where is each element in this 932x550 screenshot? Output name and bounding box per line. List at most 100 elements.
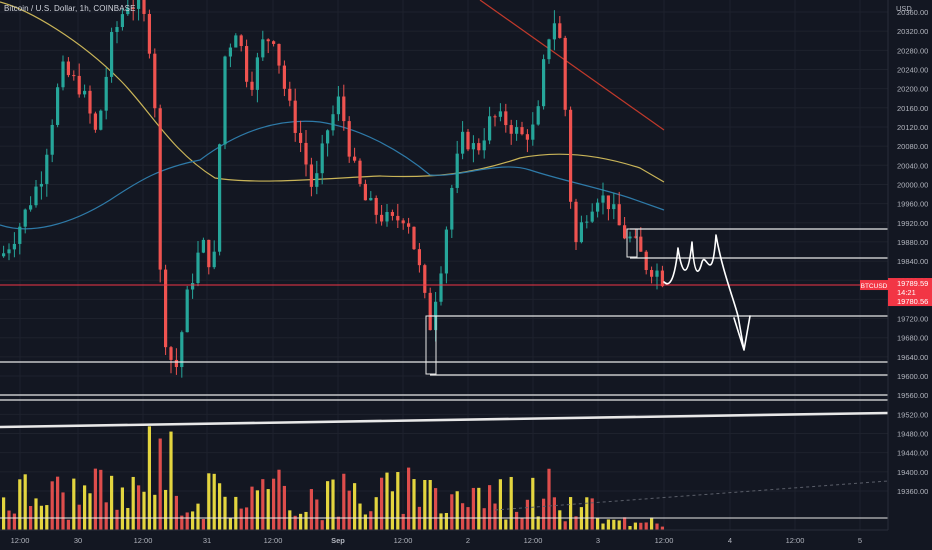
volume-bar xyxy=(207,473,211,530)
candle-body xyxy=(250,81,254,90)
volume-bar xyxy=(353,483,357,530)
volume-bar xyxy=(504,519,508,530)
grid-lines xyxy=(0,0,888,530)
candle-body xyxy=(342,96,346,122)
candle-body xyxy=(299,132,303,143)
candle-body xyxy=(536,106,540,125)
candle-body xyxy=(29,205,33,210)
volume-bar xyxy=(142,491,146,530)
candle-body xyxy=(66,61,70,76)
candle-body xyxy=(50,124,54,155)
volume-bar xyxy=(255,490,259,530)
volume-bar xyxy=(180,515,184,530)
candle-body xyxy=(353,156,357,161)
candle-body xyxy=(444,229,448,274)
candle-body xyxy=(569,109,573,202)
candle-body xyxy=(471,143,475,150)
y-tick-label: 19920.00 xyxy=(897,219,928,228)
volume-bar xyxy=(585,497,589,530)
candle-body xyxy=(7,249,11,254)
candlesticks xyxy=(2,0,664,378)
volume-bar xyxy=(347,490,351,530)
candle-body xyxy=(234,35,238,48)
candle-body xyxy=(93,113,97,130)
candle-body xyxy=(455,153,459,188)
x-tick-label: Sep xyxy=(331,536,345,545)
candle-body xyxy=(77,75,81,95)
candle-body xyxy=(131,7,135,9)
volume-bar xyxy=(660,526,664,530)
moving-averages xyxy=(0,0,665,230)
volume-bar xyxy=(115,509,119,530)
volume-bar xyxy=(131,476,135,530)
candle-body xyxy=(115,27,119,33)
volume-bar xyxy=(633,522,637,530)
volume-bar xyxy=(23,474,27,530)
volume-bar xyxy=(606,519,610,530)
volume-bar xyxy=(466,507,470,530)
volume-bar xyxy=(164,489,168,530)
ma-fast-line xyxy=(0,120,665,230)
volume-bar xyxy=(482,508,486,530)
candle-body xyxy=(482,140,486,151)
x-tick-label: 12:00 xyxy=(394,536,413,545)
volume-bar xyxy=(461,503,465,530)
volume-bar xyxy=(531,477,535,530)
range-box xyxy=(626,228,638,258)
volume-bar xyxy=(66,519,70,530)
volume-bar xyxy=(331,479,335,530)
x-tick-label: 12:00 xyxy=(11,536,30,545)
candle-body xyxy=(644,251,648,271)
candle-body xyxy=(639,236,643,252)
candle-body xyxy=(272,41,276,44)
range-box xyxy=(425,315,437,375)
candle-body xyxy=(12,243,16,250)
currency-label: USD xyxy=(896,4,912,13)
volume-bar xyxy=(612,519,616,530)
volume-bar xyxy=(455,491,459,530)
volume-bar xyxy=(293,515,297,530)
volume-bar xyxy=(390,491,394,530)
volume-bar xyxy=(363,514,367,530)
volume-bar xyxy=(93,468,97,530)
candle-body xyxy=(579,222,583,243)
volume-bar xyxy=(50,481,54,530)
candle-body xyxy=(660,270,664,287)
x-tick-label: 12:00 xyxy=(524,536,543,545)
volume-bar xyxy=(525,499,529,530)
y-tick-label: 19360.00 xyxy=(897,487,928,496)
volume-bar xyxy=(520,517,524,530)
candle-body xyxy=(407,223,411,227)
x-tick-label: 12:00 xyxy=(655,536,674,545)
volume-bar xyxy=(515,511,519,530)
candle-body xyxy=(282,65,286,89)
candle-body xyxy=(574,201,578,243)
candle-body xyxy=(2,253,6,257)
last-price-tag xyxy=(888,278,932,307)
volume-bar xyxy=(250,486,254,530)
volume-bar xyxy=(196,503,200,530)
volume-bar xyxy=(304,511,308,530)
volume-bar xyxy=(639,522,643,530)
price-tag-text: 19780.56 xyxy=(897,297,928,306)
candle-body xyxy=(331,114,335,131)
support-line xyxy=(0,411,889,429)
candle-body xyxy=(23,209,27,227)
volume-bar xyxy=(137,485,141,530)
volume-bar xyxy=(542,498,546,530)
y-tick-label: 20280.00 xyxy=(897,46,928,55)
volume-bar xyxy=(558,510,562,530)
candle-body xyxy=(401,220,405,224)
candle-body xyxy=(18,226,22,244)
volume-bar xyxy=(239,508,243,530)
volume-bar xyxy=(509,476,513,530)
candle-body xyxy=(563,37,567,110)
volume-bar xyxy=(7,510,11,530)
candle-body xyxy=(612,204,616,210)
volume-bar xyxy=(77,504,81,530)
candle-body xyxy=(56,87,60,125)
candle-body xyxy=(606,195,610,210)
candle-body xyxy=(223,56,227,145)
